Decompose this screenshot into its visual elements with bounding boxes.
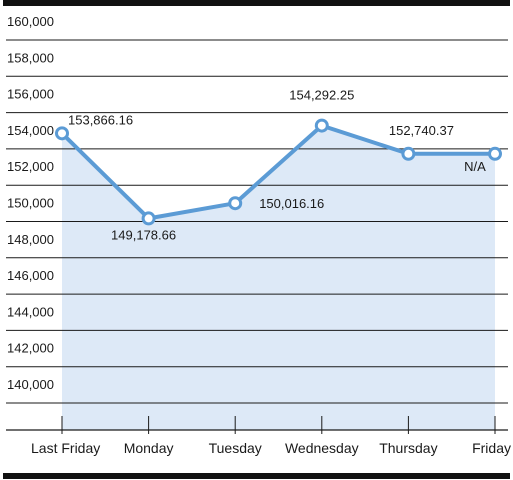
data-label: N/A — [464, 159, 486, 174]
data-label: 152,740.37 — [389, 123, 454, 138]
data-point — [228, 196, 243, 211]
grid-layer — [6, 39, 508, 431]
x-category-label: Tuesday — [209, 440, 262, 456]
y-tick-label: 156,000 — [7, 87, 54, 102]
data-point — [314, 118, 329, 133]
y-tick-label: 142,000 — [7, 341, 54, 356]
data-label: 149,178.66 — [111, 227, 176, 242]
area-layer — [62, 125, 495, 430]
y-tick-label: 140,000 — [7, 377, 54, 392]
data-label: 154,292.25 — [289, 88, 354, 103]
x-category-label: Wednesday — [285, 440, 359, 456]
y-tick-label: 152,000 — [7, 159, 54, 174]
y-tick-label: 146,000 — [7, 268, 54, 283]
series-line — [60, 123, 495, 221]
bottom-frame-bar — [3, 473, 510, 479]
x-category-label: Monday — [124, 440, 174, 456]
data-point — [488, 146, 502, 161]
area-fill — [62, 125, 495, 430]
y-tick-labels: 140,000 142,000 144,000 146,000 148,000 150,0… — [7, 14, 54, 392]
x-category-label: Friday — [472, 440, 511, 456]
y-tick-label: 148,000 — [7, 232, 54, 247]
data-point — [55, 126, 69, 141]
y-tick-label: 158,000 — [7, 50, 54, 65]
line-layer — [60, 123, 495, 221]
y-tick-label: 154,000 — [7, 123, 54, 138]
data-point — [401, 146, 416, 161]
data-label-layer: 153,866.16 149,178.66 150,016.16 154,292.25… — [68, 88, 486, 243]
y-tick-label: 160,000 — [7, 14, 54, 29]
x-category-label: Last Friday — [31, 440, 100, 456]
top-frame-bar — [3, 0, 510, 6]
data-point — [141, 211, 156, 226]
point-layer — [55, 118, 502, 226]
x-category-label: Thursday — [379, 440, 437, 456]
y-tick-label: 144,000 — [7, 304, 54, 319]
y-tick-label: 150,000 — [7, 196, 54, 211]
data-label: 150,016.16 — [259, 196, 324, 211]
x-tick-marks — [61, 416, 496, 434]
x-category-labels: Last Friday Monday Tuesday Wednesday Thursda… — [31, 440, 511, 456]
data-label: 153,866.16 — [68, 112, 133, 127]
